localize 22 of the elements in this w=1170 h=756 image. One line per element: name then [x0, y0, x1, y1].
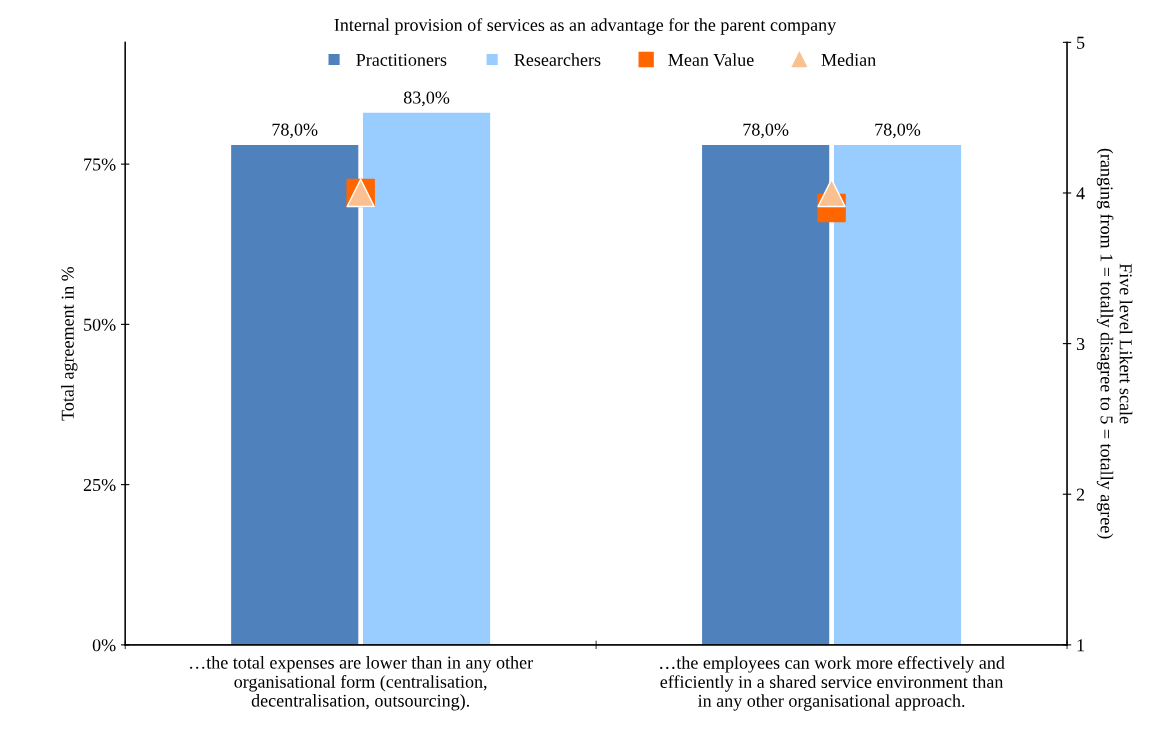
y2-tick-label: 3 [1076, 337, 1085, 351]
data-label: 83,0% [403, 91, 450, 107]
data-label: 78,0% [875, 123, 921, 139]
y2-tick-label: 1 [1077, 639, 1085, 652]
x-tick-label: …the total expenses are lower than in any other organisational form (centralisation, decentralisation, outsourcing). [190, 655, 533, 711]
y-tick-label: 25% [83, 478, 116, 492]
x-tick-label: …the employees can work more effectively and efficiently in a shared service environment than in any other organisational approach. [660, 655, 1005, 711]
y2-tick-label: 5 [1077, 36, 1085, 49]
legend-label: Median [821, 53, 876, 66]
y-tick-label: 0% [92, 639, 116, 652]
legend-label: Mean Value [668, 53, 754, 67]
legend-label: Researchers [514, 53, 601, 66]
chart-title: Internal provision of services as an advantage for the parent company [334, 18, 837, 35]
data-label: 78,0% [272, 123, 318, 139]
y2-axis-title: Five level Likert scale (ranging from 1 = totally disagree to 5 = totally agree) [1096, 148, 1133, 539]
data-label: 78,0% [743, 123, 789, 139]
y2-tick-label: 2 [1076, 488, 1085, 501]
y-axis-title: Total agreement in % [61, 266, 78, 421]
y2-tick-label: 4 [1076, 187, 1085, 200]
y-tick-label: 50% [84, 318, 116, 331]
y-tick-label: 75% [84, 158, 116, 171]
legend-label: Practitioners [356, 53, 447, 66]
